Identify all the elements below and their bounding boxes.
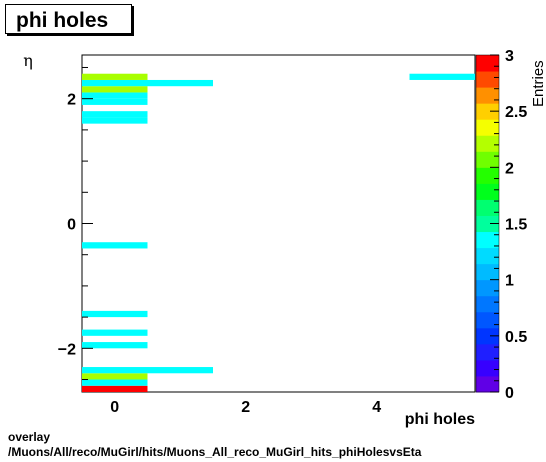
heatmap-cell [82,98,148,105]
colorbar-band [476,183,499,200]
heatmap-cell [82,379,148,386]
heatmap-cell [82,242,148,249]
plot-frame [81,54,476,393]
y-tick-label: 2 [67,92,76,109]
heatmap-cell [409,73,475,80]
footer-line-2: /Muons/All/reco/MuGirl/hits/Muons_All_re… [8,445,422,459]
title-box: phi holes [5,4,132,34]
colorbar-band [476,151,499,168]
y-tick-label: 0 [67,217,76,234]
x-tick-label: 2 [241,399,250,416]
colorbar-band [476,231,499,249]
colorbar-band [476,103,499,120]
heatmap-cell [82,310,148,318]
colorbar-band [476,295,499,313]
colorbar-band [476,247,499,265]
footer-line-1: overlay [8,430,51,444]
colorbar-band [476,359,499,377]
colorbar-band [476,263,499,281]
colorbar-band [476,279,499,297]
colorbar-band [476,119,499,136]
heatmap-cell [82,73,148,80]
colorbar-band [476,199,499,216]
heatmap-cell [82,86,148,93]
colorbar-band [476,311,499,329]
y-axis-label: η [23,51,33,70]
x-tick-label: 4 [372,399,381,416]
heatmap-cell [82,79,213,87]
colorbar-band [476,71,499,88]
x-tick-label: 0 [110,399,119,416]
heatmap-cell [82,117,148,124]
colorbar-band [476,215,499,233]
colorbar-band [476,87,499,104]
heatmap-cell [82,342,148,349]
heatmap-cell [82,329,148,336]
z-tick-label: 1.5 [505,217,527,234]
colorbar-band [476,135,499,152]
colorbar-band [476,55,499,72]
x-axis-label: phi holes [405,411,475,428]
z-tick-label: 1 [505,273,514,290]
z-axis-label: Entries [530,60,546,107]
chart-title: phi holes [16,9,109,32]
colorbar-band [476,343,499,361]
z-tick-label: 0 [505,385,514,402]
z-tick-label: 2.5 [505,104,527,121]
colorbar-band [476,327,499,345]
heatmap-cell [82,111,148,118]
heatmap-cell [82,373,148,380]
heatmap-cell [82,385,148,392]
heatmap-cell [82,92,148,99]
heatmap-cell [82,367,213,374]
colorbar-band [476,375,499,393]
z-tick-label: 2 [505,160,514,177]
z-tick-label: 3 [505,48,514,65]
y-tick-label: −2 [58,341,76,358]
z-tick-label: 0.5 [505,329,527,346]
colorbar-band [476,167,499,184]
